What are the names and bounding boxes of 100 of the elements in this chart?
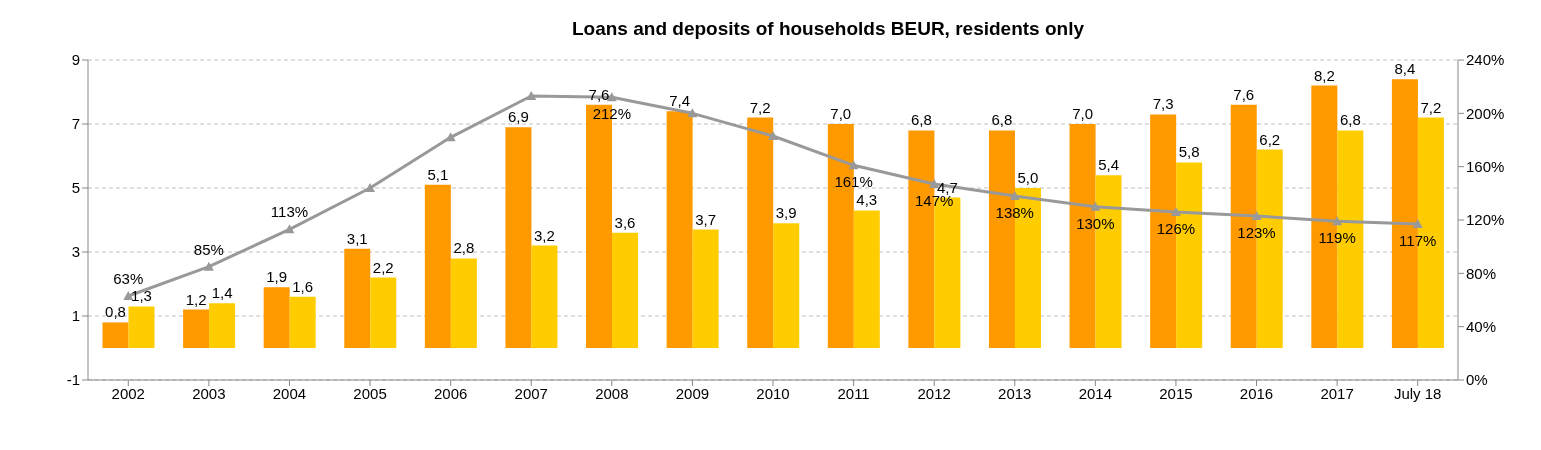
data-label: 7,0 [830,105,852,122]
point [1170,207,1181,216]
x-tick-label: 2015 [1159,384,1193,402]
data-label: 1,6 [292,277,314,295]
bar [692,229,719,348]
x-tick-label: 2011 [837,384,870,402]
data-label: 130% [1076,214,1115,232]
bar [424,184,451,348]
data-label: 6,2 [1259,130,1281,148]
data-label: 0,8 [105,303,126,321]
point [1332,216,1343,226]
data-label: 3,9 [775,204,797,222]
bar [531,245,558,348]
x-tick-label: July 18 [1393,384,1442,402]
y-tick-label: 5 [71,179,80,197]
bar [289,296,316,348]
bar [747,117,774,348]
y-tick-label: 7 [71,115,80,133]
data-label: 138% [995,204,1034,221]
point [203,261,214,271]
data-label: 5,1 [427,165,449,183]
data-label: 8,4 [1394,60,1416,78]
point [1090,201,1101,211]
y2-tick-label: 200% [1466,104,1505,122]
data-label: 2,2 [372,258,394,276]
point [1412,219,1423,228]
x-tick-label: 2008 [595,384,629,402]
data-label: 2,8 [453,239,475,257]
x-tick-label: 2004 [272,384,307,402]
x-tick-label: 2009 [675,384,710,402]
x-tick-label: 2016 [1239,384,1274,402]
data-label: 7,2 [1420,98,1442,116]
bar [612,232,639,348]
data-label: 7,3 [1152,95,1174,113]
data-label: 85% [193,240,224,258]
data-label: 3,2 [534,226,555,244]
data-label: 6,9 [508,108,529,126]
bar [505,127,532,348]
data-label: 7,2 [749,98,771,116]
bar [666,111,693,348]
data-label: 1,9 [266,268,288,286]
data-label: 6,8 [991,111,1013,129]
y-tick-label: 9 [71,51,80,69]
point [768,131,778,140]
data-label: 5,4 [1098,156,1119,174]
point [445,132,456,142]
x-tick-label: 2014 [1078,384,1113,402]
y2-tick-label: 160% [1466,157,1505,175]
data-label: 3,6 [614,213,636,231]
bar [128,306,155,348]
data-label: 7,4 [669,92,691,110]
x-tick-label: 2013 [998,384,1032,402]
bar [773,223,800,348]
bar [344,248,371,348]
data-label: 126% [1156,220,1196,237]
x-tick-label: 2005 [353,384,387,402]
data-label: 3,1 [346,229,368,247]
y-tick-label: -1 [66,371,80,389]
x-tick-label: 2010 [756,384,790,402]
y2-tick-label: 120% [1466,211,1505,229]
data-label: 63% [113,270,144,287]
point [526,91,537,100]
data-label: 1,2 [185,290,207,308]
x-tick-label: 2002 [111,384,145,402]
point [1251,211,1262,220]
x-tick-label: 2012 [917,384,951,402]
data-label: 7,0 [1072,105,1093,122]
chart-title: Loans and deposits of households BEUR, residents only [571,18,1085,40]
x-tick-label: 2007 [514,384,548,402]
y-tick-label: 1 [71,307,80,325]
point [1009,191,1020,200]
data-label: 113% [270,203,309,221]
bar [263,287,290,348]
bar [853,210,880,348]
data-label: 4,7 [936,178,958,196]
data-label: 6,8 [910,111,932,129]
x-tick-label: 2006 [433,384,468,402]
data-label: 3,7 [695,210,717,228]
data-label: 1,4 [211,284,233,302]
bar [450,258,477,348]
bar [370,277,397,348]
point [687,108,698,118]
y2-tick-label: 0% [1466,371,1488,389]
x-tick-label: 2017 [1320,384,1354,402]
point [365,183,376,192]
data-label: 4,3 [856,191,878,209]
bar [183,309,210,348]
data-label: 1,3 [131,287,152,305]
data-label: 119% [1318,229,1356,247]
data-label: 5,0 [1017,169,1039,186]
x-tick-label: 2003 [192,384,226,402]
y2-tick-label: 240% [1466,51,1505,69]
data-label: 7,6 [588,85,610,103]
data-label: 5,8 [1178,143,1200,161]
data-label: 117% [1399,232,1437,249]
data-label: 7,6 [1233,85,1255,103]
data-label: 6,8 [1339,111,1361,129]
y2-tick-label: 40% [1466,317,1497,335]
data-label: 212% [592,105,632,123]
point [284,224,295,234]
